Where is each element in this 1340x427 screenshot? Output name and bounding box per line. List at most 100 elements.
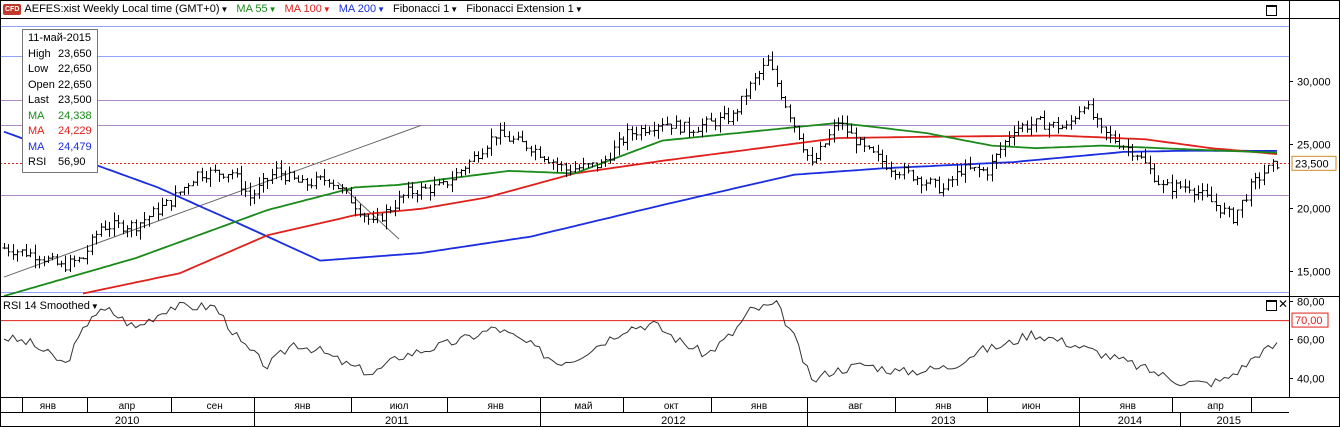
- price-bar: [1121, 145, 1126, 150]
- rsi-title[interactable]: RSI 14 Smoothed▼: [3, 300, 99, 312]
- price-bar: [832, 119, 837, 143]
- price-bar: [1222, 202, 1227, 215]
- price-bar: [243, 181, 248, 198]
- price-bar: [608, 152, 613, 164]
- price-bar: [722, 105, 727, 120]
- month-label: янв: [40, 401, 56, 412]
- price-bar: [893, 169, 898, 180]
- price-bar: [744, 88, 749, 105]
- price-bar: [634, 126, 639, 140]
- price-bar: [1161, 180, 1166, 194]
- price-bar: [1069, 115, 1074, 130]
- indicator-ma200[interactable]: MA 200 ▼: [338, 3, 385, 15]
- price-bar: [1060, 124, 1065, 130]
- price-bar: [59, 260, 64, 268]
- price-bar: [814, 152, 819, 164]
- symbol-title[interactable]: AEFES:xist Weekly Local time (GMT+0) ▼: [24, 3, 229, 15]
- dropdown-arrow-icon: ▼: [90, 302, 99, 311]
- price-bar: [941, 183, 946, 197]
- price-bar: [1012, 125, 1017, 146]
- price-bar: [1073, 116, 1078, 125]
- price-bar: [1091, 98, 1096, 120]
- price-bar: [788, 104, 793, 123]
- price-bar: [208, 167, 213, 187]
- price-bar: [520, 130, 525, 143]
- price-bar: [678, 119, 683, 135]
- price-bar: [1240, 199, 1245, 218]
- price-bar: [761, 57, 766, 81]
- price-bar: [129, 220, 134, 238]
- indicator-ma100[interactable]: MA 100 ▼: [284, 3, 331, 15]
- price-bar: [340, 184, 345, 194]
- price-bar: [603, 155, 608, 167]
- price-bar: [902, 162, 907, 180]
- price-bar: [1130, 143, 1135, 161]
- price-bar: [955, 164, 960, 186]
- info-date: 11-май-2015: [28, 32, 92, 44]
- indicator-ma55[interactable]: MA 55 ▼: [236, 3, 277, 15]
- price-bar: [1271, 159, 1276, 172]
- price-bar: [867, 145, 872, 150]
- price-bar: [590, 162, 595, 168]
- price-bar: [963, 159, 968, 183]
- dropdown-arrow-icon: ▼: [220, 4, 229, 14]
- price-bar: [577, 164, 582, 171]
- price-bar: [617, 131, 622, 156]
- price-bar: [1016, 120, 1021, 137]
- maximize-panel-icon[interactable]: [1266, 5, 1277, 16]
- price-bar: [90, 234, 95, 256]
- month-label: янв: [488, 401, 504, 412]
- price-bar: [766, 54, 771, 66]
- price-bar: [1209, 186, 1214, 203]
- price-bar: [55, 253, 60, 266]
- month-label: апр: [119, 401, 136, 412]
- price-bar: [46, 255, 51, 263]
- rsi-tick-label: 80,00: [1297, 297, 1325, 309]
- price-bar: [1196, 185, 1201, 200]
- price-bar: [37, 255, 42, 269]
- price-bar: [687, 117, 692, 138]
- price-bar: [459, 169, 464, 178]
- last-price-box: [1291, 155, 1337, 171]
- price-bar: [476, 151, 481, 163]
- price-bar: [309, 178, 314, 189]
- price-bar: [437, 178, 442, 186]
- indicator-fibonacci[interactable]: Fibonacci 1 ▼: [393, 3, 459, 15]
- price-bar: [230, 169, 235, 180]
- rsi-tick-label: 40,00: [1297, 374, 1325, 386]
- minimize-panel-icon[interactable]: [1266, 300, 1277, 311]
- price-bar: [516, 131, 521, 141]
- price-bar: [849, 123, 854, 134]
- price-bar: [151, 206, 156, 218]
- price-bar: [375, 207, 380, 224]
- month-label: янв: [935, 401, 951, 412]
- price-bar: [121, 220, 126, 235]
- price-bar: [1108, 126, 1113, 144]
- info-row-open: Open 22,650: [28, 78, 92, 91]
- price-bar: [305, 177, 310, 191]
- price-bar: [419, 182, 424, 200]
- price-bar: [81, 257, 86, 260]
- price-bar: [990, 154, 995, 182]
- price-bar: [195, 171, 200, 186]
- price-bar: [1025, 120, 1030, 133]
- price-bar: [169, 199, 174, 211]
- month-label: июн: [1022, 401, 1041, 412]
- price-bar: [432, 176, 437, 197]
- price-bar: [274, 161, 279, 180]
- price-bar: [72, 255, 77, 268]
- close-panel-icon[interactable]: ✕: [1278, 297, 1289, 311]
- price-bar: [1235, 209, 1240, 226]
- price-bar: [529, 145, 534, 157]
- rsi-overbought-label: 70,00: [1295, 315, 1323, 327]
- price-bar: [564, 162, 569, 177]
- year-label: 2010: [115, 415, 139, 427]
- price-bar: [279, 160, 284, 181]
- price-bar: [1192, 187, 1197, 203]
- price-bar: [1227, 206, 1232, 218]
- info-row-ma100: MA 24,229: [28, 125, 92, 137]
- price-bar: [1113, 130, 1118, 144]
- price-bar: [186, 183, 191, 195]
- price-bar: [735, 109, 740, 122]
- indicator-fibonacci-extension[interactable]: Fibonacci Extension 1 ▼: [466, 3, 583, 15]
